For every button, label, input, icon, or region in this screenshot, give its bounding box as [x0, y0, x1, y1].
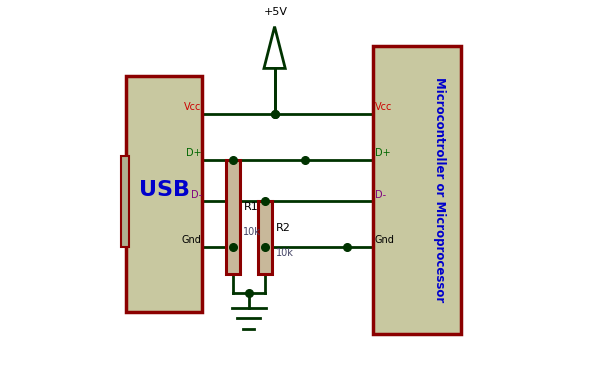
Bar — [126, 76, 203, 312]
Text: Gnd: Gnd — [182, 235, 202, 245]
Bar — [226, 160, 240, 274]
Bar — [373, 46, 461, 334]
Text: D+: D+ — [186, 148, 202, 158]
Text: D+: D+ — [375, 148, 390, 158]
Text: Gnd: Gnd — [375, 235, 395, 245]
Bar — [121, 156, 129, 247]
Bar — [258, 201, 272, 274]
Text: USB: USB — [139, 180, 190, 200]
Text: D-: D- — [190, 190, 202, 200]
Text: Vcc: Vcc — [375, 102, 392, 112]
Text: D-: D- — [375, 190, 386, 200]
Text: R2: R2 — [276, 223, 290, 233]
Text: 10k: 10k — [243, 227, 261, 237]
Text: +5V: +5V — [264, 7, 287, 17]
Text: Vcc: Vcc — [184, 102, 202, 112]
Polygon shape — [264, 27, 285, 68]
Text: Microcontroller or Microprocessor: Microcontroller or Microprocessor — [433, 78, 447, 302]
Text: 10k: 10k — [276, 248, 293, 258]
Text: R1: R1 — [243, 202, 258, 212]
